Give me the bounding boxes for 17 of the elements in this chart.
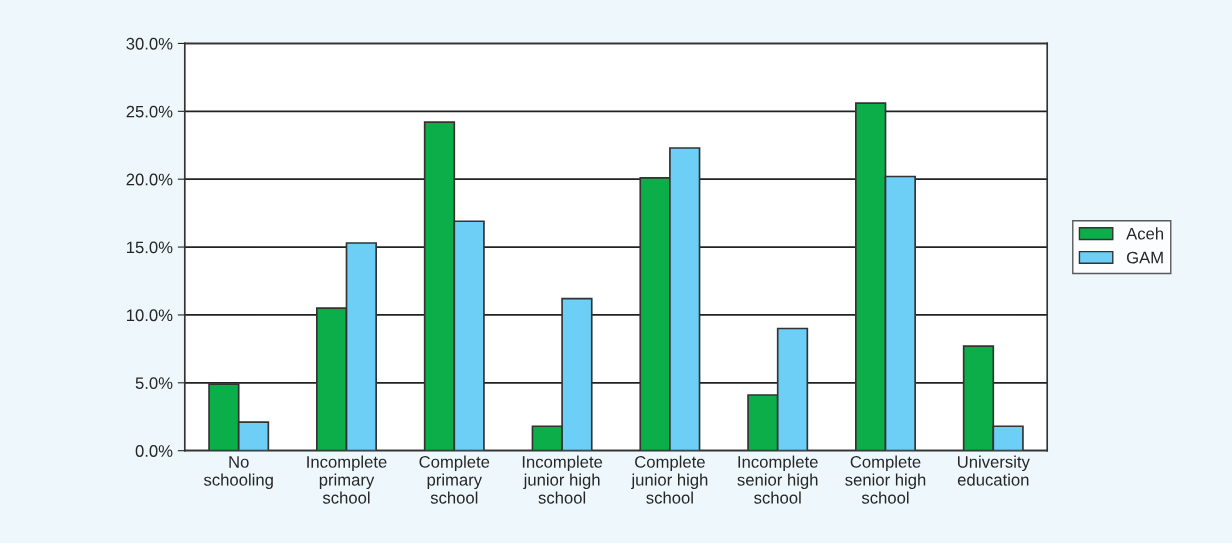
x-tick-label: Incomplete junior high school <box>522 455 603 504</box>
y-tick-label: 25.0% <box>126 105 173 118</box>
x-tick-label: Complete senior high school <box>845 455 926 504</box>
x-tick-label: University education <box>957 455 1030 486</box>
y-tick-label: 20.0% <box>126 173 173 186</box>
legend-label: Aceh <box>1126 227 1164 240</box>
y-tick-label: 15.0% <box>127 241 173 254</box>
x-tick-label: Complete junior high school <box>631 455 708 504</box>
y-tick-label: 5.0% <box>135 377 173 390</box>
x-tick-label: Incomplete senior high school <box>737 455 818 504</box>
y-tick-label: 10.0% <box>127 309 173 322</box>
y-tick-label: 0.0% <box>135 445 173 457</box>
x-tick-label: Complete primary school <box>419 455 490 504</box>
y-tick-label: 30.0% <box>126 37 173 50</box>
x-tick-label: No schooling <box>203 456 273 490</box>
x-tick-label: Incomplete primary school <box>307 455 387 504</box>
legend-label: GAM <box>1126 251 1163 264</box>
